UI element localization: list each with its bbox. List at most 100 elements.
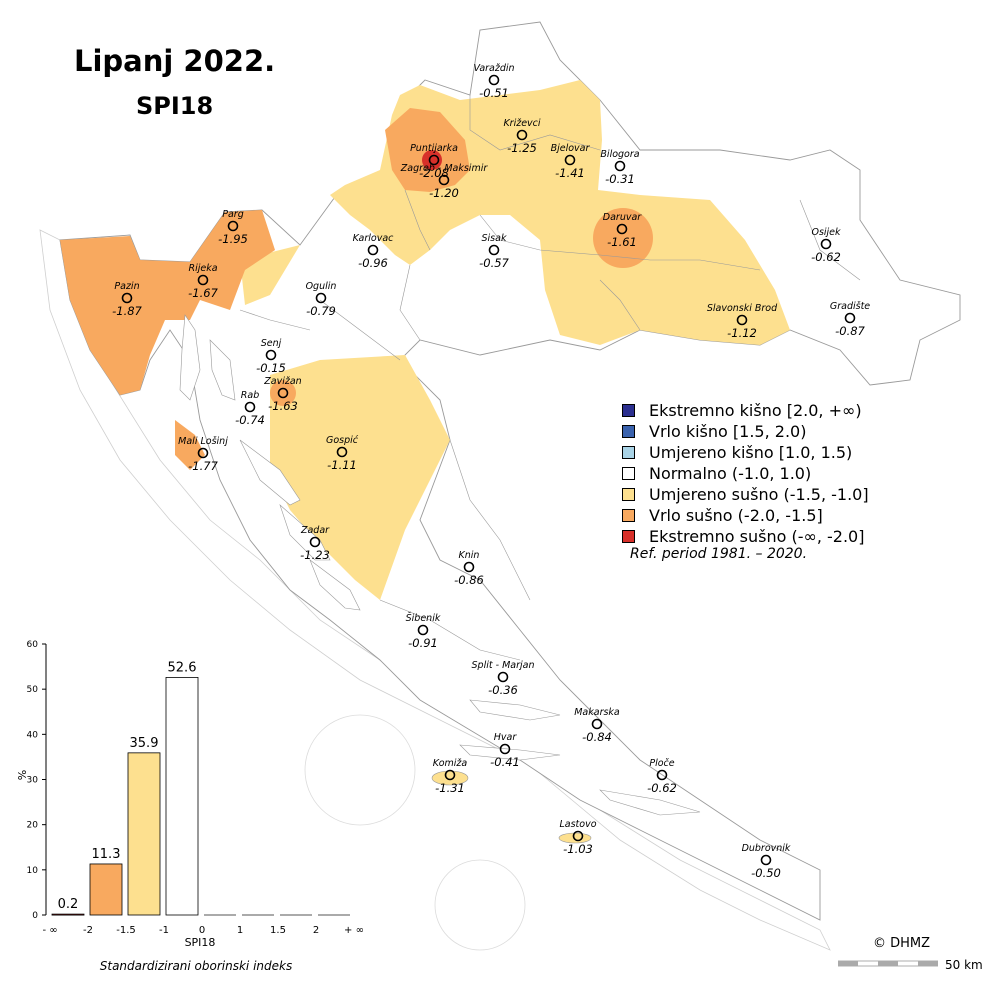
station-marker — [197, 447, 209, 459]
legend-label: Vrlo sušno (-2.0, -1.5] — [649, 506, 823, 525]
station-17: Senj -0.15 — [256, 338, 286, 375]
station-marker — [444, 769, 456, 781]
station-marker — [497, 671, 509, 683]
station-marker — [244, 401, 256, 413]
station-name: Šibenik — [406, 612, 441, 624]
station-9: Sisak -0.57 — [479, 233, 509, 270]
station-14: Ogulin -0.79 — [306, 281, 337, 318]
station-marker — [265, 349, 277, 361]
station-marker — [488, 74, 500, 86]
station-7: Parg -1.95 — [218, 209, 248, 246]
x-tick-label: -2 — [83, 925, 93, 936]
station-name: Puntijarka — [410, 143, 458, 154]
station-name: Ogulin — [306, 281, 337, 292]
station-name: Zavižan — [263, 376, 301, 387]
station-name: Varaždin — [473, 63, 514, 74]
zone-very-dry-losinj — [175, 420, 205, 470]
bar-2 — [89, 863, 123, 916]
station-2: Križevci -1.25 — [503, 118, 540, 155]
station-marker — [315, 292, 327, 304]
scale-bar — [838, 960, 938, 967]
scale-label: 50 km — [945, 958, 983, 972]
station-marker — [616, 223, 628, 235]
x-tick-label: + ∞ — [344, 925, 364, 936]
y-tick-label: 40 — [27, 730, 39, 740]
legend-swatch — [622, 530, 635, 543]
station-value: -0.31 — [605, 172, 635, 186]
station-name: Zadar — [300, 525, 330, 536]
station-marker — [438, 174, 450, 186]
station-15: Slavonski Brod -1.12 — [707, 303, 778, 340]
station-name: Dubrovnik — [742, 843, 791, 854]
station-20: Mali Lošinj -1.77 — [178, 436, 228, 473]
station-value: -1.20 — [429, 186, 459, 200]
station-name: Parg — [222, 209, 244, 220]
legend-item-extreme-dry: Ekstremno sušno (-∞, -2.0] — [622, 526, 869, 547]
legend-swatch — [622, 425, 635, 438]
station-marker — [309, 536, 321, 548]
station-value: -0.87 — [835, 324, 865, 338]
station-23: Knin -0.86 — [454, 550, 484, 587]
y-axis-label: % — [16, 770, 29, 780]
x-tick-label: 1.5 — [270, 925, 286, 936]
zone-very-dry-daruvar — [593, 208, 653, 268]
station-marker — [121, 292, 133, 304]
station-marker — [564, 154, 576, 166]
legend-swatch — [622, 446, 635, 459]
station-value: -1.25 — [507, 141, 537, 155]
station-value: -0.91 — [408, 636, 438, 650]
copyright: © DHMZ — [873, 936, 931, 951]
station-value: -0.36 — [488, 683, 518, 697]
station-marker — [572, 830, 584, 842]
zone-very-dry-gorski — [385, 108, 470, 192]
station-marker — [614, 160, 626, 172]
station-name: Bjelovar — [551, 143, 591, 154]
bar-value-label: 0.2 — [58, 897, 79, 912]
station-name: Rab — [241, 390, 259, 401]
station-name: Mali Lošinj — [178, 436, 228, 447]
map-subtitle: SPI18 — [136, 92, 214, 120]
station-value: -0.79 — [306, 304, 336, 318]
legend-label: Vrlo kišno [1.5, 2.0) — [649, 422, 807, 441]
station-value: -0.84 — [582, 730, 612, 744]
station-marker — [277, 387, 289, 399]
station-value: -0.96 — [358, 256, 388, 270]
station-31: Dubrovnik -0.50 — [742, 843, 791, 880]
station-25: Split - Marjan -0.36 — [472, 660, 535, 697]
x-tick-label: 2 — [313, 925, 319, 936]
station-name: Zagreb - Maksimir — [400, 163, 489, 174]
x-tick-label: 0 — [199, 925, 205, 936]
station-name: Makarska — [574, 707, 620, 718]
station-12: Pazin -1.87 — [112, 281, 142, 318]
station-marker — [844, 312, 856, 324]
station-marker — [736, 314, 748, 326]
station-value: -1.63 — [268, 399, 298, 413]
stations-layer: Varaždin-0.51Križevci-1.25Puntijarka-2.0… — [112, 63, 870, 880]
station-value: -1.03 — [563, 842, 593, 856]
y-tick-label: 60 — [27, 640, 39, 650]
station-marker — [367, 244, 379, 256]
station-name: Karlovac — [353, 233, 395, 244]
station-6: Zagreb - Maksimir -1.20 — [400, 163, 489, 200]
bar-value-label: 35.9 — [130, 736, 159, 751]
legend-label: Normalno (-1.0, 1.0) — [649, 464, 812, 483]
bar-3 — [127, 752, 161, 916]
station-21: Gospić -1.11 — [326, 435, 359, 472]
station-name: Gradište — [830, 301, 870, 312]
station-name: Ploče — [649, 758, 674, 769]
station-name: Hvar — [494, 732, 518, 743]
station-name: Gospić — [326, 435, 359, 446]
station-marker — [499, 743, 511, 755]
chart-caption: Standardizirani oborinski indeks — [100, 959, 292, 973]
station-18: Rab -0.74 — [235, 390, 265, 427]
station-13: Rijeka -1.67 — [188, 263, 218, 300]
station-29: Ploče -0.62 — [647, 758, 677, 795]
map-title: Lipanj 2022. — [74, 44, 276, 78]
station-value: -0.51 — [479, 86, 509, 100]
y-tick-label: 10 — [27, 866, 39, 876]
station-value: -0.57 — [479, 256, 509, 270]
bar-4 — [165, 677, 199, 916]
station-marker — [417, 624, 429, 636]
x-tick-label: -1 — [159, 925, 169, 936]
station-value: -0.74 — [235, 413, 265, 427]
